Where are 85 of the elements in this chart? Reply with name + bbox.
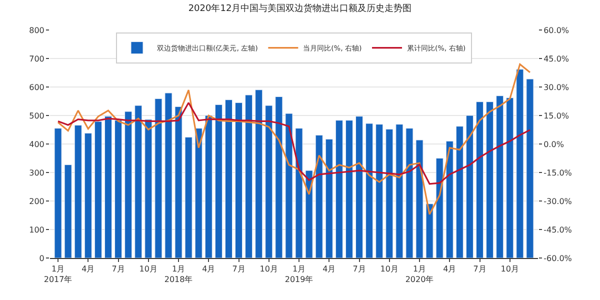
- y-tick-label: 0: [39, 254, 44, 263]
- bar: [174, 106, 182, 258]
- bar: [114, 120, 122, 258]
- bar: [426, 204, 434, 258]
- x-tick-label: 7月: [352, 264, 366, 274]
- bar: [315, 134, 323, 258]
- y2-tick-label: 30.0%: [544, 82, 570, 92]
- bar: [436, 158, 444, 258]
- bar: [335, 120, 343, 258]
- bar: [235, 102, 243, 258]
- bar: [446, 140, 454, 258]
- bar: [386, 128, 394, 258]
- y2-tick-label: -60.0%: [544, 254, 572, 263]
- bar: [496, 96, 504, 258]
- bar: [245, 94, 253, 258]
- bar: [356, 116, 364, 258]
- y-tick-label: 700: [29, 54, 44, 64]
- y-tick-label: 200: [29, 196, 44, 206]
- line-series: [57, 102, 531, 185]
- bar: [164, 92, 172, 258]
- bar: [154, 98, 162, 258]
- bar: [255, 90, 263, 258]
- bar: [476, 102, 484, 258]
- bar: [305, 170, 313, 258]
- bar: [466, 115, 474, 258]
- bar: [376, 124, 384, 258]
- bar: [275, 96, 283, 258]
- bar: [74, 124, 82, 258]
- chart-title: 2020年12月中国与美国双边货物进出口额及历史走势图: [188, 2, 412, 14]
- bar: [396, 124, 404, 258]
- y2-tick-label: 0.0%: [544, 140, 564, 149]
- y2-tick-label: 45.0%: [544, 54, 570, 64]
- bar: [506, 98, 514, 258]
- y2-tick-label: 60.0%: [544, 26, 570, 35]
- x-tick-label: 4月: [202, 264, 216, 274]
- y-tick-label: 400: [29, 140, 44, 149]
- bar: [214, 104, 222, 258]
- bar: [265, 105, 273, 258]
- y2-tick-label: 15.0%: [544, 111, 570, 120]
- y-tick-label: 500: [29, 111, 44, 120]
- x-tick-label: 1月 2018年: [164, 264, 193, 284]
- bar: [456, 126, 464, 258]
- y2-tick-label: -30.0%: [544, 196, 572, 206]
- bar: [134, 105, 142, 258]
- bar: [204, 115, 212, 258]
- bar: [406, 128, 414, 258]
- bar: [84, 132, 92, 258]
- x-tick-label: 4月: [82, 264, 95, 274]
- y-tick-label: 300: [29, 168, 44, 178]
- bar: [144, 119, 152, 258]
- x-tick-label: 7月: [112, 264, 125, 274]
- bar: [224, 100, 232, 258]
- x-tick-label: 1月 2017年: [44, 264, 72, 284]
- bar: [104, 116, 112, 258]
- bar: [366, 123, 374, 258]
- bar: [54, 128, 62, 258]
- bar: [124, 111, 132, 258]
- y2-tick-label: -45.0%: [544, 225, 572, 234]
- y-tick-label: 800: [29, 26, 44, 35]
- x-tick-label: 10月: [260, 264, 278, 274]
- bar: [486, 102, 494, 258]
- bar: [345, 120, 353, 258]
- x-tick-label: 1月 2019年: [284, 264, 314, 284]
- y2-tick-label: -15.0%: [544, 168, 572, 178]
- bar: [325, 138, 333, 258]
- bar: [295, 128, 303, 258]
- x-tick-label: 10月: [500, 264, 519, 274]
- bar: [94, 121, 102, 258]
- bar: [194, 128, 202, 258]
- y-tick-label: 100: [29, 225, 44, 234]
- line-series: [57, 63, 531, 216]
- bar: [526, 78, 534, 258]
- bar: [285, 113, 293, 258]
- y-tick-label: 600: [29, 82, 44, 92]
- x-tick-label: 7月: [232, 264, 246, 274]
- x-tick-label: 7月: [473, 264, 486, 274]
- x-tick-label: 1月 2020年: [405, 264, 434, 284]
- bar: [184, 136, 192, 258]
- bar: [516, 69, 524, 258]
- x-tick-label: 4月: [322, 264, 336, 274]
- bar: [64, 164, 72, 258]
- x-tick-label: 10月: [380, 264, 398, 274]
- x-tick-label: 10月: [139, 264, 158, 274]
- bar: [416, 140, 424, 258]
- x-tick-label: 4月: [443, 264, 456, 274]
